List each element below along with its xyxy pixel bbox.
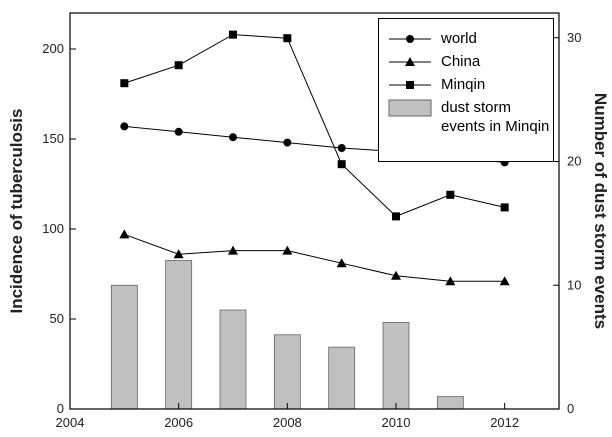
legend-icon — [388, 99, 432, 117]
bar — [219, 309, 247, 410]
y-axis-label: Incidence of tuberculosis — [7, 109, 26, 314]
legend-label: Minqin — [441, 76, 486, 93]
legend-item: world — [379, 29, 553, 49]
y2-axis-label: Number of dust storm events — [591, 93, 610, 329]
marker — [405, 57, 415, 66]
y-tick-label: 150 — [42, 131, 64, 146]
marker — [446, 190, 455, 199]
y-tick-label: 200 — [42, 41, 64, 56]
marker — [228, 245, 238, 255]
y2-tick-label: 30 — [567, 30, 581, 45]
legend-icon — [389, 57, 431, 66]
y-tick-label: 50 — [50, 311, 64, 326]
bar — [382, 321, 410, 410]
y-tick-label: 0 — [57, 401, 64, 416]
bar — [165, 260, 193, 410]
marker — [337, 160, 346, 169]
y2-tick-label: 20 — [567, 154, 581, 169]
bar — [273, 334, 301, 410]
legend: world China Minqin dust storm events in Min… — [378, 18, 554, 162]
marker — [120, 122, 129, 131]
marker — [282, 245, 293, 255]
legend-item: China — [379, 52, 553, 72]
legend-label: world — [441, 30, 477, 47]
legend-icon — [389, 35, 431, 43]
x-tick-label: 2004 — [56, 415, 85, 430]
marker — [445, 276, 456, 286]
x-tick-label: 2010 — [382, 415, 411, 430]
y2-tick-label: 0 — [567, 401, 574, 416]
marker — [406, 35, 414, 43]
marker — [406, 81, 414, 89]
marker — [500, 203, 509, 212]
marker — [174, 127, 183, 136]
marker — [283, 34, 292, 43]
bar — [328, 346, 356, 410]
legend-swatch — [388, 99, 432, 117]
marker — [336, 258, 347, 268]
y2-tick-label: 10 — [567, 277, 581, 292]
plot-frame — [69, 12, 560, 410]
bar — [436, 396, 464, 410]
marker — [119, 229, 130, 239]
marker — [229, 133, 237, 142]
legend-label: dust storm events in Minqin — [441, 99, 550, 135]
bar — [110, 284, 138, 410]
legend-label: China — [441, 53, 481, 70]
marker — [499, 276, 510, 286]
marker — [120, 79, 129, 88]
marker — [283, 138, 292, 147]
marker — [229, 30, 237, 39]
x-tick-label: 2012 — [490, 415, 519, 430]
y-tick-label: 100 — [42, 221, 64, 236]
marker — [391, 270, 401, 280]
legend-icon — [389, 81, 431, 89]
series-line — [124, 233, 505, 282]
marker — [173, 249, 184, 259]
marker — [174, 61, 183, 70]
marker — [337, 144, 346, 152]
legend-item: Minqin — [379, 75, 553, 95]
x-tick-label: 2008 — [273, 415, 302, 430]
x-tick-label: 2006 — [164, 415, 193, 430]
marker — [392, 212, 400, 221]
legend-item: dust storm events in Minqin — [379, 98, 553, 136]
series-line — [124, 34, 505, 217]
